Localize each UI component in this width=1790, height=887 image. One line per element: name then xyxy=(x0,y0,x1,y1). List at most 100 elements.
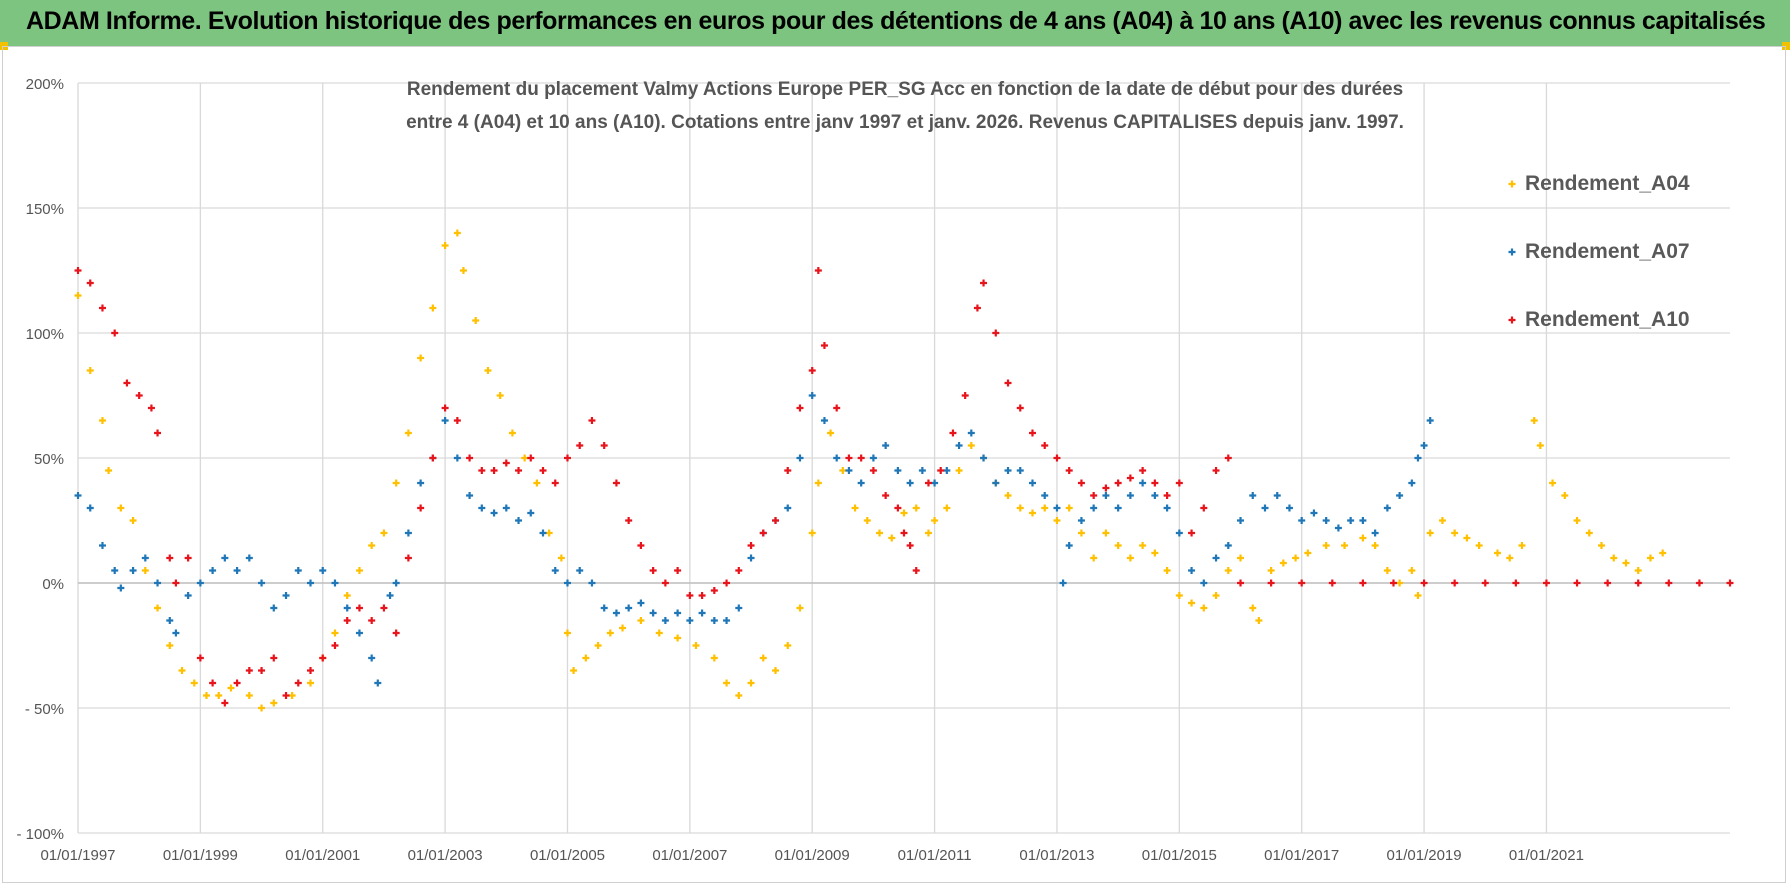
data-point xyxy=(649,609,657,617)
data-point xyxy=(912,567,920,574)
data-point xyxy=(1188,567,1196,574)
x-tick-label: 01/01/1997 xyxy=(40,847,115,864)
data-point xyxy=(147,404,155,412)
data-point xyxy=(1536,442,1544,449)
data-point xyxy=(1139,542,1147,549)
data-point xyxy=(576,567,584,574)
data-point xyxy=(1267,567,1275,574)
data-point xyxy=(1408,567,1416,574)
data-point xyxy=(209,679,217,687)
data-point xyxy=(980,454,988,462)
data-point xyxy=(967,429,975,437)
data-point xyxy=(184,554,192,562)
data-point xyxy=(937,467,945,474)
data-point xyxy=(1420,579,1428,587)
data-point xyxy=(649,567,657,574)
data-point xyxy=(1065,504,1073,512)
data-point xyxy=(1585,529,1593,537)
data-point xyxy=(1359,517,1367,524)
data-point xyxy=(833,454,841,462)
data-point xyxy=(1371,542,1379,549)
data-point xyxy=(307,667,315,674)
data-point xyxy=(1322,542,1330,549)
data-point xyxy=(1328,579,1336,587)
data-point xyxy=(747,679,755,687)
data-point xyxy=(1175,592,1183,599)
data-point xyxy=(1163,504,1171,512)
data-point xyxy=(319,654,327,662)
data-point xyxy=(1102,492,1110,499)
data-point xyxy=(1347,517,1355,524)
data-point xyxy=(1494,549,1501,557)
data-point xyxy=(588,579,596,587)
data-point xyxy=(166,554,174,562)
legend-label: Rendement_A10 xyxy=(1525,308,1690,331)
data-point xyxy=(453,417,461,424)
x-tick-label: 01/01/2017 xyxy=(1264,847,1339,864)
data-point xyxy=(1016,404,1024,412)
data-point xyxy=(539,467,547,474)
data-point xyxy=(1126,554,1134,562)
data-point xyxy=(1341,542,1349,549)
data-point xyxy=(1549,479,1557,487)
data-point xyxy=(392,479,400,487)
data-point xyxy=(374,679,382,687)
data-point xyxy=(490,467,498,474)
data-point xyxy=(674,634,682,642)
data-point xyxy=(563,629,571,637)
data-point xyxy=(1573,579,1581,587)
data-point xyxy=(735,692,743,699)
data-point xyxy=(1077,517,1085,524)
data-point xyxy=(184,592,192,599)
data-point xyxy=(282,592,290,599)
data-point xyxy=(270,604,278,612)
data-point xyxy=(74,292,82,299)
data-point xyxy=(515,467,523,474)
data-point xyxy=(502,459,510,467)
data-point xyxy=(839,467,847,474)
data-point xyxy=(882,442,890,449)
data-point xyxy=(1481,579,1489,587)
data-point xyxy=(1396,579,1404,587)
data-point xyxy=(1610,554,1618,562)
data-point xyxy=(1695,579,1703,587)
data-point xyxy=(135,392,143,399)
data-point xyxy=(545,529,553,537)
data-point xyxy=(1518,542,1526,549)
data-point xyxy=(1237,517,1245,524)
data-point xyxy=(202,692,210,699)
data-point xyxy=(698,592,706,599)
data-point xyxy=(355,629,363,637)
data-point xyxy=(606,629,614,637)
data-point xyxy=(637,542,645,549)
data-point xyxy=(1634,579,1642,587)
data-point xyxy=(129,517,137,524)
data-point xyxy=(1139,479,1147,487)
data-point xyxy=(392,629,400,637)
data-point xyxy=(637,617,645,624)
data-point xyxy=(1126,492,1134,499)
data-point xyxy=(1292,554,1300,562)
y-tick-label: 50% xyxy=(34,451,64,468)
data-point xyxy=(245,667,253,674)
data-point xyxy=(141,567,149,574)
data-point xyxy=(845,467,853,474)
legend-background xyxy=(1460,160,1740,360)
data-point xyxy=(869,454,877,462)
data-point xyxy=(1622,559,1630,567)
data-point xyxy=(429,454,437,462)
data-point xyxy=(686,617,694,624)
data-point xyxy=(710,654,718,662)
data-point xyxy=(967,442,975,449)
x-tick-label: 01/01/1999 xyxy=(163,847,238,864)
data-point xyxy=(1634,567,1642,574)
data-point xyxy=(441,242,449,249)
data-point xyxy=(478,467,486,474)
data-point xyxy=(612,479,620,487)
data-point xyxy=(674,609,682,617)
data-point xyxy=(1604,579,1612,587)
data-point xyxy=(735,604,743,612)
data-point xyxy=(784,504,792,512)
data-point xyxy=(1255,617,1263,624)
